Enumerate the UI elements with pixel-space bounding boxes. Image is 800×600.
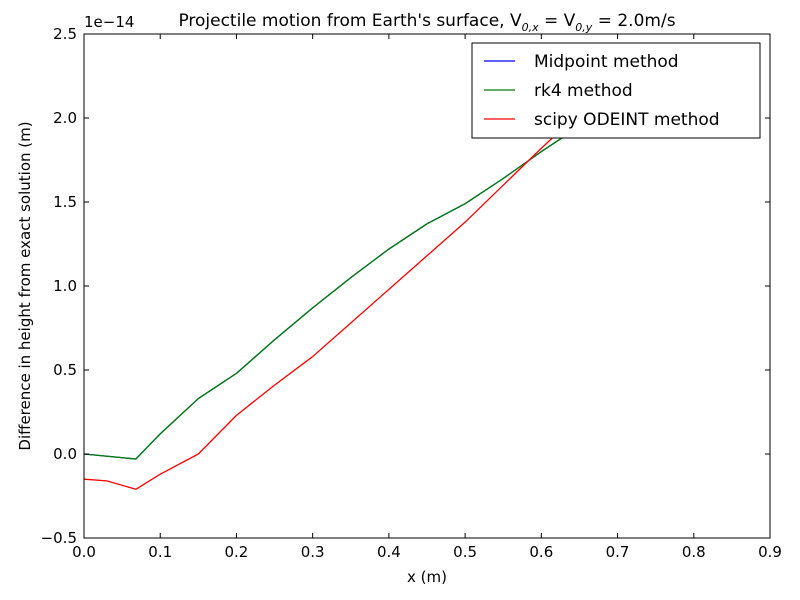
- y-tick-label: 2.0: [53, 109, 77, 127]
- x-axis-label: x (m): [407, 568, 447, 586]
- series-line-scipy-odeint-method: [84, 73, 619, 490]
- x-tick-label: 0.1: [148, 543, 172, 561]
- chart-title: Projectile motion from Earth's surface, …: [178, 11, 675, 34]
- legend-items: Midpoint method rk4 method scipy ODEINT me…: [484, 52, 720, 130]
- x-tick-label: 0.6: [529, 543, 553, 561]
- legend: Midpoint method rk4 method scipy ODEINT me…: [471, 42, 761, 139]
- y-offset-label: 1e−14: [84, 13, 134, 31]
- y-tick-label: −0.5: [41, 529, 77, 547]
- y-tick-label: 1.0: [53, 277, 77, 295]
- legend-label-rk4-method: rk4 method: [534, 81, 633, 101]
- x-tick-label: 0.9: [758, 543, 782, 561]
- x-tick-label: 0.5: [453, 543, 477, 561]
- x-tick-label: 0.4: [377, 543, 401, 561]
- legend-label-scipy-odeint-method: scipy ODEINT method: [534, 110, 720, 130]
- y-tick-label: 1.5: [53, 193, 77, 211]
- y-axis-label: Difference in height from exact solution…: [16, 121, 34, 450]
- x-tick-label: 0.2: [225, 543, 249, 561]
- x-tick-label: 0.8: [682, 543, 706, 561]
- y-tick-label: 0.0: [53, 445, 77, 463]
- x-tick-label: 0.7: [606, 543, 630, 561]
- legend-box: [471, 42, 761, 139]
- y-tick-label: 2.5: [53, 25, 77, 43]
- x-tick-label: 0.0: [72, 543, 96, 561]
- x-axis: 0.0 0.1 0.2 0.3 0.4 0.5 0.6 0.7 0.8 0.9: [72, 34, 782, 561]
- y-axis: −0.5 0.0 0.5 1.0 1.5 2.0 2.5: [41, 25, 770, 547]
- x-tick-label: 0.3: [301, 543, 325, 561]
- legend-label-midpoint-method: Midpoint method: [534, 52, 679, 72]
- y-tick-label: 0.5: [53, 361, 77, 379]
